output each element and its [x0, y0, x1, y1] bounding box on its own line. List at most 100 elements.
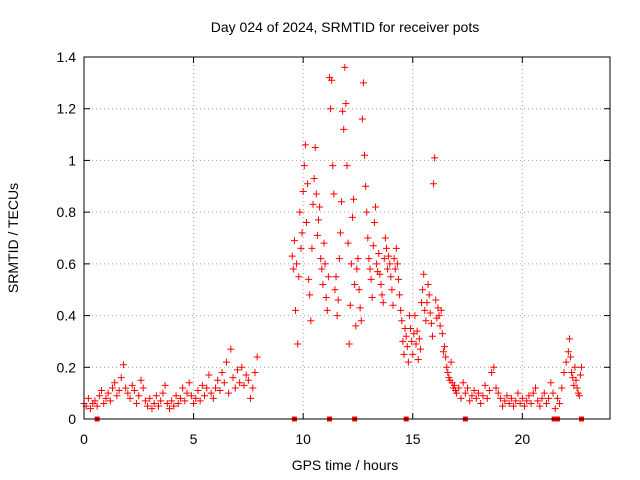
- data-point: [376, 270, 384, 278]
- data-point: [316, 203, 324, 211]
- data-point: [573, 384, 581, 392]
- data-point: [336, 229, 344, 237]
- data-point: [521, 402, 529, 410]
- data-point: [355, 286, 363, 294]
- data-point: [207, 389, 215, 397]
- data-point: [379, 299, 387, 307]
- data-point: [289, 265, 297, 273]
- data-point: [139, 384, 147, 392]
- data-point: [324, 273, 332, 281]
- data-point: [375, 250, 383, 258]
- data-point: [163, 399, 171, 407]
- data-point: [299, 187, 307, 195]
- data-point: [377, 281, 385, 289]
- data-point: [108, 384, 116, 392]
- data-point: [229, 374, 237, 382]
- data-point: [98, 387, 106, 395]
- data-point: [104, 389, 112, 397]
- data-point: [540, 389, 548, 397]
- data-point: [341, 63, 349, 71]
- data-point: [461, 389, 469, 397]
- data-point: [220, 379, 228, 387]
- data-point: [150, 399, 158, 407]
- data-point: [391, 265, 399, 273]
- data-point: [128, 381, 136, 389]
- y-tick-label: 1: [68, 152, 76, 168]
- data-point: [327, 105, 335, 113]
- data-point: [209, 394, 217, 402]
- data-point: [369, 242, 377, 250]
- x-tick-label: 20: [515, 431, 531, 447]
- data-point: [124, 389, 132, 397]
- data-point: [422, 317, 430, 325]
- data-point: [130, 387, 138, 395]
- data-point: [146, 394, 154, 402]
- data-point: [426, 309, 434, 317]
- data-point: [122, 384, 130, 392]
- data-point: [288, 252, 296, 260]
- data-point: [91, 397, 99, 405]
- data-point: [407, 325, 415, 332]
- data-point: [157, 397, 165, 405]
- data-point: [413, 327, 421, 335]
- data-point: [565, 335, 573, 343]
- data-point: [419, 286, 427, 294]
- data-point: [249, 384, 257, 392]
- data-point: [399, 337, 407, 345]
- data-point: [425, 291, 433, 299]
- data-point: [408, 337, 416, 345]
- data-point: [308, 244, 316, 252]
- data-point: [148, 405, 156, 413]
- data-point: [510, 402, 518, 410]
- data-point: [531, 384, 539, 392]
- data-point: [525, 392, 533, 400]
- data-point: [161, 381, 169, 389]
- data-point: [389, 301, 397, 309]
- data-point: [93, 402, 101, 410]
- data-point: [455, 384, 463, 392]
- data-point: [432, 296, 440, 304]
- data-point: [141, 397, 149, 405]
- data-point: [227, 345, 235, 353]
- data-point: [553, 394, 561, 402]
- data-point: [345, 340, 353, 348]
- data-point: [240, 381, 248, 389]
- data-point: [214, 376, 222, 384]
- data-point: [380, 255, 388, 263]
- data-point: [494, 389, 502, 397]
- data-point: [358, 115, 366, 123]
- data-point: [470, 387, 478, 395]
- data-point: [300, 162, 308, 170]
- data-point: [176, 394, 184, 402]
- data-point: [381, 234, 389, 242]
- data-point: [457, 394, 465, 402]
- data-point: [350, 195, 358, 203]
- y-tick-label: 0.6: [57, 256, 77, 272]
- data-point: [291, 306, 299, 314]
- data-point: [516, 399, 524, 407]
- data-point: [392, 244, 400, 252]
- data-point: [332, 273, 340, 281]
- data-point: [354, 255, 362, 263]
- data-point: [485, 387, 493, 395]
- data-point: [293, 260, 301, 268]
- data-point: [362, 182, 370, 190]
- data-point: [119, 361, 127, 369]
- data-point: [323, 306, 331, 314]
- y-tick-label: 0: [68, 411, 76, 427]
- data-point: [311, 144, 319, 151]
- data-point: [450, 381, 458, 389]
- data-point: [371, 203, 379, 211]
- y-tick-label: 0.2: [57, 359, 77, 375]
- data-point: [205, 371, 213, 379]
- data-point: [351, 281, 359, 289]
- data-point: [339, 107, 347, 115]
- data-point: [464, 384, 472, 392]
- data-point: [364, 234, 372, 242]
- data-point: [170, 402, 178, 410]
- data-point: [367, 275, 375, 283]
- data-point: [290, 237, 298, 245]
- data-point: [238, 363, 246, 371]
- data-point: [102, 394, 110, 402]
